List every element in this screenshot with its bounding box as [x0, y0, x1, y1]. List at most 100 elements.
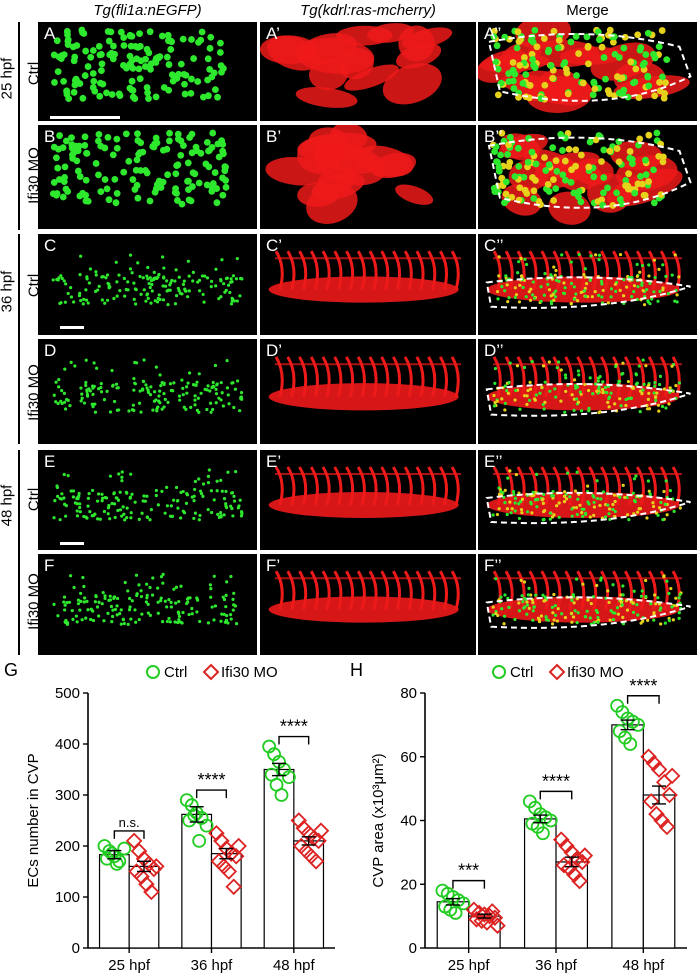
- micrograph-panel: E’’: [478, 450, 697, 550]
- data-point-mo: [663, 767, 681, 785]
- scale-bar: [60, 542, 84, 545]
- micrograph-image: [52, 572, 239, 626]
- panel-label: D’’: [484, 341, 504, 360]
- micrograph-image: [268, 356, 461, 411]
- y-axis-label: CVP area (x10³μm²): [370, 753, 387, 887]
- bar: [293, 840, 325, 949]
- micrograph-image: [485, 356, 691, 417]
- stage-label-25: 25 hpf: [0, 57, 16, 100]
- y-tick-label: 80: [400, 685, 417, 702]
- data-point-mo: [312, 822, 330, 839]
- data-point-mo: [130, 842, 148, 860]
- chart-ecs-number: Ctrl Ifi30 MO 0 100 200 300 400 500 ECs number i…: [25, 663, 335, 974]
- significance-bracket: [195, 789, 228, 799]
- panel-label: A: [44, 24, 56, 43]
- data-point-ctrl: [117, 841, 132, 856]
- panel-label: E’: [266, 452, 282, 471]
- data-point-ctrl: [631, 717, 645, 732]
- panel-label: A’: [266, 24, 280, 43]
- stage-bracket-48: [18, 450, 20, 655]
- significance-label: n.s.: [119, 815, 140, 830]
- bar: [611, 724, 644, 949]
- y-tick-label: 40: [400, 813, 417, 830]
- data-point-mo: [307, 853, 325, 870]
- column-header-merge: Merge: [566, 2, 609, 19]
- micrograph-image: [485, 570, 691, 629]
- figure-letter-g: G: [4, 660, 19, 680]
- micrograph-panel: F’: [260, 554, 476, 655]
- data-point-mo: [576, 847, 594, 864]
- panel-label: E: [44, 452, 56, 471]
- significance-bracket: [539, 790, 573, 800]
- data-point-mo: [143, 883, 160, 901]
- micrograph-panel: B: [38, 125, 257, 229]
- micrograph-image: [268, 570, 461, 623]
- micrograph-panel: E: [38, 450, 257, 550]
- panel-label: A’’: [484, 24, 502, 43]
- significance-bracket: [452, 879, 486, 889]
- y-tick-label: 0: [72, 940, 80, 957]
- data-point-ctrl: [281, 770, 296, 785]
- x-tick-label: 48 hpf: [622, 957, 665, 974]
- data-point-mo: [478, 914, 496, 931]
- micrograph-panel: B’: [260, 125, 476, 229]
- data-point-mo: [138, 875, 155, 893]
- micrograph-image: [50, 26, 227, 103]
- x-tick-label: 48 hpf: [273, 957, 316, 974]
- micrograph-image: [268, 250, 461, 303]
- micrograph-panel: F: [38, 554, 257, 655]
- y-tick-label: 300: [55, 787, 80, 804]
- stage-bracket-36: [18, 234, 20, 444]
- micrograph-image: [260, 23, 453, 108]
- chart-cvp-area: Ctrl Ifi30 MO 0 20 40 60 80 CVP area (x10³μm²) 2…: [370, 663, 687, 974]
- data-point-mo: [658, 818, 676, 836]
- significance-label: ****: [197, 770, 225, 790]
- data-point-mo: [230, 837, 247, 855]
- scale-bar: [50, 116, 120, 119]
- micrograph-panel: D’’: [478, 339, 697, 444]
- bar: [210, 853, 242, 949]
- bar: [523, 818, 557, 949]
- column-header-egfp: Tg(fli1a:nEGFP): [93, 2, 202, 19]
- data-point-ctrl: [623, 737, 638, 751]
- data-point-mo: [220, 863, 238, 880]
- data-point-mo: [476, 906, 493, 923]
- micrograph-image: [485, 466, 691, 525]
- data-point-ctrl: [543, 813, 558, 828]
- bar: [263, 768, 295, 949]
- micrograph-image: [52, 468, 244, 522]
- y-tick-label: 200: [55, 838, 80, 855]
- data-point-mo: [483, 903, 501, 920]
- legend-mo-marker: [548, 663, 566, 681]
- micrograph-panel: D’: [260, 339, 476, 444]
- stage-bracket-25: [18, 22, 20, 230]
- y-tick-label: 400: [55, 736, 80, 753]
- significance-bracket: [626, 695, 660, 704]
- legend-mo-label: Ifi30 MO: [567, 664, 624, 681]
- micrograph-panel: A: [38, 22, 257, 121]
- data-point-mo: [650, 761, 668, 778]
- data-point-ctrl: [456, 896, 471, 911]
- data-point-mo: [642, 793, 660, 810]
- data-point-ctrl: [535, 826, 550, 841]
- data-point-mo: [148, 858, 165, 875]
- y-tick-label: 100: [55, 889, 80, 906]
- legend-mo-marker: [202, 663, 220, 681]
- panel-label: F’’: [484, 556, 502, 575]
- micrograph-image: [478, 22, 692, 113]
- y-axis-label: ECs number in CVP: [25, 753, 42, 887]
- column-header-mcherry: Tg(kdrl:ras-mcherry): [300, 2, 436, 19]
- data-point-mo: [227, 847, 245, 865]
- scale-bar: [60, 326, 84, 329]
- figure-letter-h: H: [350, 660, 363, 680]
- legend-ctrl-label: Ctrl: [164, 664, 187, 681]
- legend-mo-label: Ifi30 MO: [221, 664, 278, 681]
- micrograph-panel: A’: [260, 22, 476, 121]
- panel-label: B: [44, 127, 56, 146]
- micrograph-panel: A’’: [478, 22, 697, 121]
- bar: [555, 861, 589, 949]
- micrograph-image: [51, 253, 244, 307]
- x-tick-label: 25 hpf: [448, 957, 491, 974]
- micrograph-panel: C: [38, 234, 257, 335]
- significance-label: ***: [458, 861, 479, 881]
